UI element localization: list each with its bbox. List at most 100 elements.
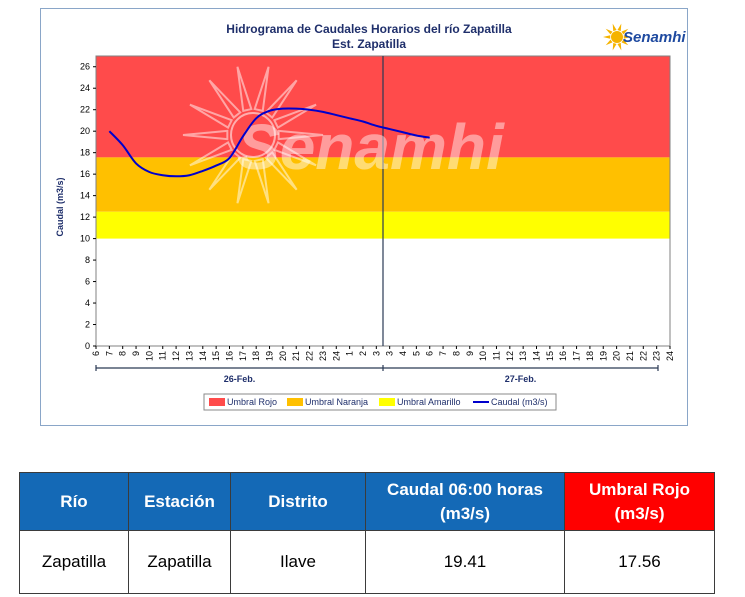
y-tick-label: 24 xyxy=(80,83,90,93)
y-tick-label: 12 xyxy=(80,212,90,222)
x-tick-label: 2 xyxy=(358,351,368,356)
logo-ray xyxy=(623,35,631,39)
watermark: Senamhi xyxy=(182,66,505,204)
x-tick-label: 4 xyxy=(398,351,408,356)
x-tick-label: 7 xyxy=(438,351,448,356)
watermark-sun-ray xyxy=(182,129,229,141)
header-estacion: Estación xyxy=(128,472,231,531)
chart-subtitle: Est. Zapatilla xyxy=(332,37,406,51)
legend-swatch xyxy=(287,398,303,406)
x-tick-label: 5 xyxy=(411,351,421,356)
hydrograph-chart: Hidrograma de Caudales Horarios del río … xyxy=(40,8,688,426)
cell-umbral-rojo: 17.56 xyxy=(564,530,715,594)
senamhi-logo: Senamhi xyxy=(603,23,686,51)
x-tick-label: 12 xyxy=(505,351,515,361)
logo-ray xyxy=(617,42,622,51)
logo-ray xyxy=(617,23,622,32)
x-tick-label: 9 xyxy=(465,351,475,356)
watermark-sun-ray xyxy=(189,103,234,130)
legend-label: Umbral Amarillo xyxy=(397,397,461,407)
chart-legend: Umbral Rojo Umbral Naranja Umbral Amarillo… xyxy=(203,393,557,411)
x-tick-label: 8 xyxy=(118,351,128,356)
x-tick-label: 22 xyxy=(638,351,648,361)
x-tick-label: 15 xyxy=(545,351,555,361)
y-tick-label: 10 xyxy=(80,234,90,244)
x-tick-label: 1 xyxy=(345,351,355,356)
x-tick-label: 16 xyxy=(558,351,568,361)
logo-ray xyxy=(605,28,613,35)
x-tick-label: 6 xyxy=(91,351,101,356)
x-tick-label: 3 xyxy=(385,351,395,356)
x-tick-label: 17 xyxy=(572,351,582,361)
cell-caudal: 19.41 xyxy=(365,530,565,594)
y-tick-label: 16 xyxy=(80,169,90,179)
logo-ray xyxy=(612,42,617,51)
y-tick-label: 8 xyxy=(85,255,90,265)
legend-swatch xyxy=(379,398,395,406)
y-tick-label: 6 xyxy=(85,277,90,287)
x-tick-label: 20 xyxy=(612,351,622,361)
x-tick-label: 23 xyxy=(652,351,662,361)
watermark-text: Senamhi xyxy=(237,111,505,183)
y-tick-label: 4 xyxy=(85,298,90,308)
x-tick-label: 21 xyxy=(625,351,635,361)
chart-svg: Hidrograma de Caudales Horarios del río … xyxy=(55,22,686,411)
cell-estacion: Zapatilla xyxy=(128,530,231,594)
watermark-sun-ray xyxy=(189,140,234,167)
x-tick-label: 6 xyxy=(425,351,435,356)
watermark-sun-ray xyxy=(264,79,298,119)
series-line-caudal xyxy=(108,107,430,178)
day-label: 26-Feb. xyxy=(224,374,256,384)
x-tick-label: 22 xyxy=(305,351,315,361)
day-label: 27-Feb. xyxy=(505,374,537,384)
x-tick-label: 10 xyxy=(478,351,488,361)
watermark-sun-ray xyxy=(253,157,270,204)
watermark-sun-ray xyxy=(272,103,317,130)
x-tick-label: 16 xyxy=(224,351,234,361)
x-tick-label: 19 xyxy=(265,351,275,361)
x-tick-label: 15 xyxy=(211,351,221,361)
y-tick-label: 20 xyxy=(80,126,90,136)
header-rio: Río xyxy=(19,472,129,531)
watermark-sun-ray xyxy=(236,66,253,113)
x-tick-label: 10 xyxy=(144,351,154,361)
watermark-sun-ray xyxy=(277,129,324,141)
x-tick-label: 23 xyxy=(318,351,328,361)
y-tick-label: 22 xyxy=(80,105,90,115)
x-tick-label: 24 xyxy=(665,351,675,361)
watermark-sun-ray xyxy=(264,151,298,191)
x-tick-label: 18 xyxy=(251,351,261,361)
x-tick-label: 13 xyxy=(184,351,194,361)
x-tick-label: 21 xyxy=(291,351,301,361)
y-tick-label: 2 xyxy=(85,320,90,330)
x-tick-label: 14 xyxy=(198,351,208,361)
x-tick-label: 14 xyxy=(532,351,542,361)
logo-ray xyxy=(612,23,617,32)
x-tick-label: 24 xyxy=(331,351,341,361)
legend-label: Caudal (m3/s) xyxy=(491,397,548,407)
header-umbral-rojo: Umbral Rojo (m3/s) xyxy=(564,472,715,531)
watermark-sun-ray xyxy=(236,157,253,204)
logo-ray xyxy=(621,28,629,35)
cell-distrito: Ilave xyxy=(230,530,366,594)
y-tick-label: 26 xyxy=(80,62,90,72)
x-tick-label: 13 xyxy=(518,351,528,361)
x-tick-label: 20 xyxy=(278,351,288,361)
watermark-sun-ray xyxy=(272,140,317,167)
watermark-sun-icon xyxy=(182,66,324,204)
y-tick-label: 14 xyxy=(80,191,90,201)
legend-label: Umbral Naranja xyxy=(305,397,368,407)
header-distrito: Distrito xyxy=(230,472,366,531)
x-tick-label: 11 xyxy=(158,351,168,360)
x-tick-label: 18 xyxy=(585,351,595,361)
y-axis-label: Caudal (m3/s) xyxy=(55,177,65,236)
x-tick-label: 3 xyxy=(371,351,381,356)
watermark-sun-core xyxy=(230,112,276,158)
x-tick-label: 11 xyxy=(491,351,501,360)
x-tick-label: 7 xyxy=(104,351,114,356)
series-layer xyxy=(108,107,430,178)
table-row: Zapatilla Zapatilla Ilave 19.41 17.56 xyxy=(19,530,715,594)
header-caudal: Caudal 06:00 horas (m3/s) xyxy=(365,472,565,531)
y-tick-label: 18 xyxy=(80,148,90,158)
